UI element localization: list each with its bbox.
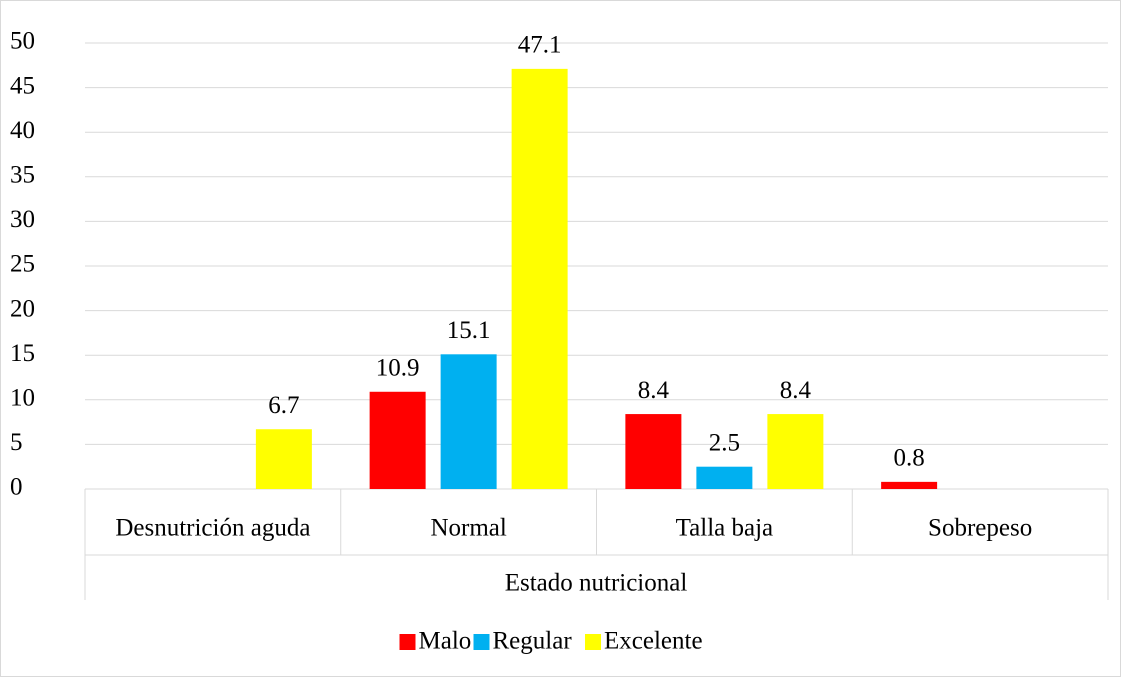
x-tick-label: Sobrepeso <box>928 515 1032 542</box>
y-tick-label: 5 <box>10 429 23 456</box>
data-label: 15.1 <box>447 317 491 344</box>
y-tick-label: 50 <box>10 28 35 55</box>
x-axis-title: Estado nutricional <box>505 570 688 597</box>
data-label: 6.7 <box>268 392 299 419</box>
legend-swatch <box>473 634 490 650</box>
legend-label: Excelente <box>604 628 703 655</box>
bar <box>696 466 753 489</box>
bar <box>511 68 568 490</box>
y-tick-label: 45 <box>10 72 35 99</box>
data-label: 0.8 <box>894 445 925 472</box>
x-tick-label: Talla baja <box>676 515 774 542</box>
data-label: 10.9 <box>376 355 420 382</box>
data-label: 8.4 <box>638 377 670 404</box>
y-tick-label: 40 <box>10 117 35 144</box>
y-tick-label: 10 <box>10 385 35 412</box>
bar <box>881 481 938 489</box>
y-tick-label: 20 <box>10 295 35 322</box>
data-label: 8.4 <box>780 377 812 404</box>
x-tick-label: Normal <box>430 515 506 542</box>
bar <box>625 414 682 489</box>
y-tick-label: 15 <box>10 340 35 367</box>
y-tick-label: 0 <box>10 474 23 501</box>
data-label: 2.5 <box>709 429 740 456</box>
legend-label: Malo <box>419 628 472 655</box>
legend-swatch <box>585 634 601 650</box>
data-label: 47.1 <box>518 32 562 59</box>
bar <box>369 391 426 489</box>
bar <box>767 414 824 489</box>
y-tick-label: 30 <box>10 206 35 233</box>
y-tick-label: 35 <box>10 162 35 189</box>
legend-label: Regular <box>493 628 573 655</box>
y-tick-label: 25 <box>10 251 35 278</box>
bar <box>255 429 312 489</box>
bar <box>440 354 497 489</box>
legend-swatch <box>399 634 416 650</box>
x-tick-label: Desnutrición aguda <box>115 515 310 542</box>
